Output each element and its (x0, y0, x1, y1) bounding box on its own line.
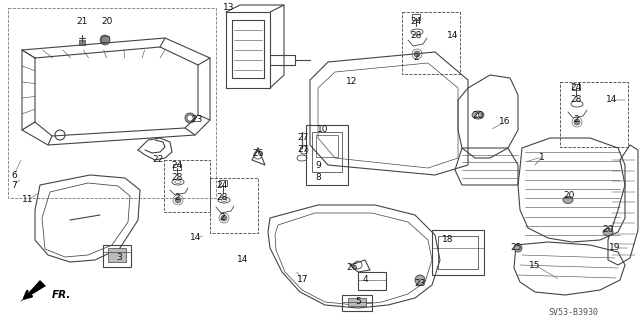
Bar (572, 84, 580, 90)
Text: 17: 17 (297, 276, 308, 285)
Text: 24: 24 (172, 160, 182, 169)
Bar (438, 236, 478, 269)
Circle shape (187, 115, 193, 121)
Text: 10: 10 (317, 125, 329, 135)
Text: 20: 20 (602, 226, 614, 234)
Text: SV53-B3930: SV53-B3930 (548, 308, 598, 317)
Text: 14: 14 (190, 234, 202, 242)
Bar (316, 135, 338, 157)
Text: 14: 14 (606, 95, 618, 105)
Text: 20: 20 (101, 18, 113, 26)
Circle shape (185, 113, 195, 123)
Text: 23: 23 (191, 115, 203, 124)
Text: 28: 28 (172, 173, 182, 182)
Ellipse shape (475, 113, 481, 117)
Text: 19: 19 (609, 243, 621, 253)
Text: 9: 9 (315, 160, 321, 169)
Bar (402, 12, 460, 74)
Bar (348, 298, 366, 306)
Text: 24: 24 (410, 18, 422, 26)
Text: 5: 5 (355, 298, 361, 307)
Text: 26: 26 (252, 149, 264, 158)
Text: 23: 23 (414, 278, 426, 287)
Circle shape (175, 197, 181, 203)
Text: 28: 28 (216, 194, 228, 203)
Circle shape (574, 119, 580, 125)
Text: 2: 2 (219, 213, 225, 222)
Circle shape (514, 244, 522, 252)
Polygon shape (20, 280, 46, 302)
Bar (173, 164, 181, 170)
Text: 12: 12 (346, 78, 358, 86)
Text: 24: 24 (216, 181, 228, 189)
Text: 13: 13 (223, 4, 235, 12)
Text: 14: 14 (447, 31, 459, 40)
Text: 28: 28 (570, 95, 582, 105)
Bar (164, 160, 210, 212)
Text: FR.: FR. (52, 290, 72, 300)
Text: 25: 25 (510, 243, 522, 253)
Text: 3: 3 (116, 254, 122, 263)
Text: 28: 28 (410, 31, 422, 40)
Text: 1: 1 (539, 152, 545, 161)
Circle shape (415, 275, 425, 285)
Text: 24: 24 (570, 84, 582, 93)
Text: 2: 2 (573, 115, 579, 124)
Text: 22: 22 (152, 155, 164, 165)
Text: 8: 8 (315, 174, 321, 182)
Text: 26: 26 (346, 263, 358, 272)
Text: 27: 27 (298, 133, 308, 143)
Bar (79, 40, 85, 45)
Ellipse shape (563, 197, 573, 204)
Text: 15: 15 (529, 261, 541, 270)
Ellipse shape (472, 111, 484, 119)
Text: 2: 2 (413, 53, 419, 62)
Bar (306, 125, 348, 185)
Text: 2: 2 (174, 194, 180, 203)
Bar (108, 248, 126, 262)
Bar (210, 178, 258, 233)
Bar (342, 295, 372, 311)
Text: 6: 6 (11, 170, 17, 180)
Bar (560, 82, 628, 147)
Bar (103, 245, 131, 267)
Text: 7: 7 (11, 181, 17, 189)
Text: 4: 4 (362, 276, 368, 285)
Text: 21: 21 (76, 18, 88, 26)
Bar (219, 180, 227, 186)
Bar (358, 272, 386, 290)
Text: 18: 18 (442, 235, 454, 244)
Text: 27: 27 (298, 145, 308, 154)
Text: 20: 20 (472, 110, 484, 120)
Ellipse shape (603, 228, 613, 235)
Bar (8, 8, 216, 198)
Bar (412, 14, 420, 20)
Text: 16: 16 (499, 117, 511, 127)
Text: 20: 20 (563, 190, 575, 199)
Text: 14: 14 (237, 256, 249, 264)
Circle shape (221, 215, 227, 221)
Bar (432, 230, 484, 275)
Text: 11: 11 (22, 196, 34, 204)
Bar (101, 36, 109, 42)
Circle shape (414, 51, 420, 57)
Circle shape (100, 35, 110, 45)
Bar (312, 132, 342, 172)
